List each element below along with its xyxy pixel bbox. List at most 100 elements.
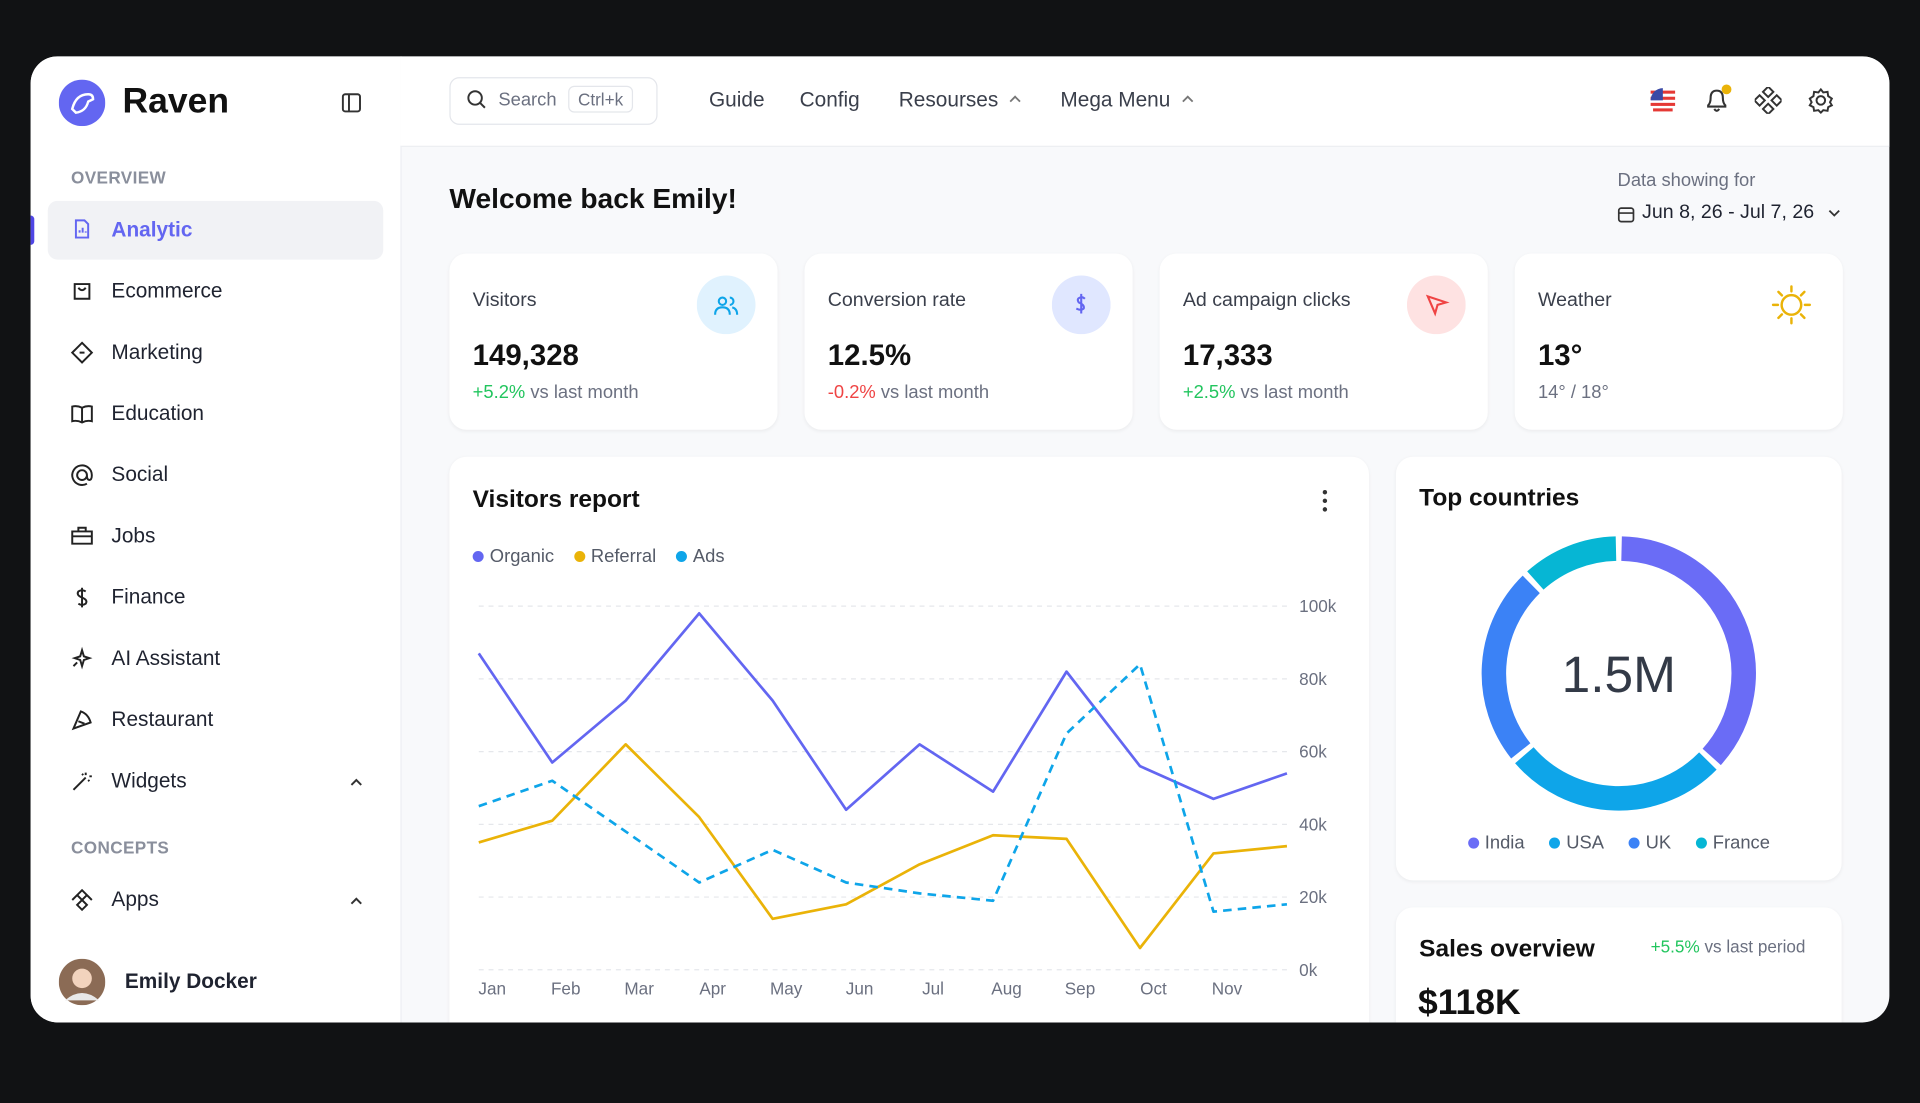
y-tick-label: 80k [1299,669,1327,689]
legend-item[interactable]: USA [1549,833,1604,853]
nav-icon-path [72,772,92,791]
nav-chevron [350,897,362,905]
stat-card [1514,253,1843,430]
stat-icon-bg [1406,275,1466,335]
x-tick-label: Mar [624,978,654,998]
nav-item[interactable]: Marketing [111,340,203,364]
date-range[interactable]: Jun 8, 26 - Jul 7, 26 [1642,202,1815,223]
legend-item[interactable]: UK [1628,833,1671,853]
app-frame: Raven OVERVIEW Analytic Ecommerce Marketing… [30,56,1890,1023]
flag-icon[interactable] [1649,87,1676,114]
settings-icon[interactable] [1807,87,1834,114]
chevron-path [350,897,362,905]
stat-change-note: vs last month [530,382,639,403]
chevron-path [1009,95,1021,103]
apps-icon[interactable] [1754,86,1782,114]
stat-change: +5.2% vs last month [473,382,639,403]
stat-change: +2.5% vs last month [1183,382,1349,403]
series-line [478,743,1288,950]
stat-change-value: -0.2% [827,382,876,403]
nav-icon [71,526,93,545]
legend-dot [472,551,484,563]
legend-item[interactable]: France [1695,833,1770,853]
nav-item[interactable]: Restaurant [111,707,214,732]
x-tick-label: Jun [846,978,874,998]
legend-dot [1467,837,1479,849]
nav-item[interactable]: Social [111,462,169,487]
legend-dot [573,551,585,563]
user-avatar [58,958,106,1006]
user-name: Emily Docker [124,969,257,994]
sun-core [1780,293,1803,316]
stat-icon-glyph [1075,293,1086,314]
stat-value: 13° [1537,339,1583,373]
nav-icon-path [71,888,93,912]
legend-label: Organic [489,546,555,567]
nav-item[interactable]: Apps [111,887,159,912]
nav-item[interactable]: AI Assistant [111,646,221,670]
y-tick-label: 20k [1299,887,1327,907]
stat-change-value: +5.2% [472,382,526,403]
brand-name: Raven [122,82,230,122]
sidebar-toggle[interactable] [341,93,362,113]
nav-icon-path [76,587,88,608]
stage: Raven OVERVIEW Analytic Ecommerce Marketing… [30,56,1890,1023]
x-tick-label: Aug [991,978,1021,998]
donut-segment [1515,747,1717,811]
nav-active-marker [30,215,35,245]
nav-icon-path [71,646,93,670]
x-tick-label: Sep [1065,978,1095,998]
chevron-path [350,778,362,786]
stat-change-note: 14° / 18° [1537,382,1609,403]
charts-layer: 0k 20k 40k 60k 80k 100k Jan Feb Mar Apr May Jun Jul A… [477,536,1756,998]
y-tick-label: 100k [1299,596,1337,616]
nav-item[interactable]: Education [111,401,205,425]
legend-dot [1549,837,1561,849]
donut-segment [1527,536,1617,590]
legend-item[interactable]: Organic [472,546,555,567]
calendar-icon [1617,207,1635,223]
stat-title: Conversion rate [827,290,967,312]
search-icon [467,90,486,109]
nav-icon [71,405,93,424]
legend-item[interactable]: India [1467,833,1525,853]
legend-item[interactable]: Ads [675,546,725,567]
legend-dot [1628,837,1640,849]
search-shortcut: Ctrl+k [568,85,634,113]
top-nav-item[interactable]: Resourses [898,88,999,112]
stat-change-note: vs last month [1240,382,1349,403]
nav-item[interactable]: Analytic [111,217,193,242]
top-nav-item[interactable]: Mega Menu [1060,88,1171,112]
nav-icon [74,219,90,239]
top-nav-item[interactable]: Config [799,88,860,112]
date-chevron [1828,209,1840,217]
nav-icon [76,587,88,608]
x-tick-label: Jul [922,978,944,998]
nav-item[interactable]: Ecommerce [111,279,223,303]
sales-change-value: +5.5% [1650,936,1700,957]
sun-ray [1777,313,1784,320]
series-line [478,662,1288,913]
search-box[interactable] [449,77,658,125]
nav-item[interactable]: Jobs [111,524,156,548]
notification-icon[interactable] [1702,83,1734,115]
x-tick-label: May [770,978,803,998]
more-menu[interactable] [1318,489,1333,513]
series-line [477,612,1288,812]
legend-item[interactable]: Referral [573,546,656,567]
stat-icon [696,275,756,335]
sales-card [1395,907,1842,1023]
nav-icon-path [71,526,93,545]
chart-legend: Organic Referral Ads [472,546,725,567]
sun-ray [1799,290,1806,297]
countries-title: Top countries [1419,484,1580,512]
nav-icon [72,772,92,791]
brand-logo [58,79,106,127]
nav-item[interactable]: Widgets [111,768,187,793]
nav-item[interactable]: Finance [111,585,186,609]
top-nav-item[interactable]: Guide [708,88,765,112]
sales-title: Sales overview [1419,935,1595,963]
welcome-title: Welcome back Emily! [449,182,737,215]
pie-legend: India USA UK France [1396,833,1842,853]
stat-change: 14° / 18° [1538,382,1609,403]
